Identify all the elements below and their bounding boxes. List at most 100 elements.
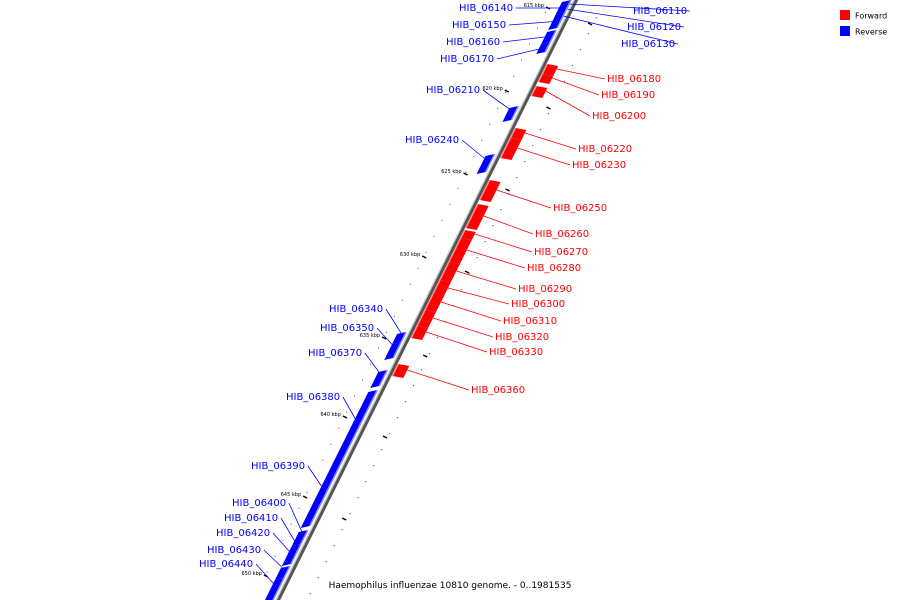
gene-label-hib_06150[interactable]: HIB_06150 [452,20,506,31]
gene-label-hib_06160[interactable]: HIB_06160 [446,37,500,48]
gene-block-hib_06170[interactable] [536,42,551,54]
gene-label-hib_06190[interactable]: HIB_06190 [601,90,655,101]
ruler-dot [381,449,383,451]
gene-block-highlight [340,389,378,463]
gene-label-hib_06420[interactable]: HIB_06420 [216,528,270,539]
gene-block-hib_06400[interactable] [291,530,308,546]
gene-label-hib_06250[interactable]: HIB_06250 [553,203,607,214]
gene-label-hib_06340[interactable]: HIB_06340 [329,304,383,315]
gene-label-hib_06230[interactable]: HIB_06230 [572,160,626,171]
gene-block-hib_06340[interactable] [392,332,407,344]
gene-label-hib_06270[interactable]: HIB_06270 [534,247,588,258]
leader-line [425,331,488,353]
gene-block-hib_06420[interactable] [281,550,298,566]
gene-block-hib_06230[interactable] [500,138,522,160]
gene-label-hib_06290[interactable]: HIB_06290 [518,284,572,295]
gene-label-hib_06390[interactable]: HIB_06390 [251,461,305,472]
gene-block-hib_06160[interactable] [541,30,557,44]
gene-block-hib_06300[interactable] [432,280,451,298]
gene-block-highlight [300,529,309,545]
leader-line [385,308,404,338]
leader-line [440,301,502,322]
gene-block-highlight [448,237,462,263]
ruler-dot [579,49,582,51]
gene-block-highlight [378,369,388,387]
gene-label-hib_06330[interactable]: HIB_06330 [489,347,543,358]
ruler-dot [341,529,343,531]
ruler-dot [524,161,526,163]
gene-block-hib_06270[interactable] [460,230,476,240]
gene-block-hib_06430[interactable] [274,566,290,580]
gene-block-hib_06440[interactable] [264,578,284,600]
gene-label-hib_06440[interactable]: HIB_06440 [199,559,253,570]
leader-line [566,8,684,28]
ruler-dot [298,507,300,509]
gene-block-hib_06150[interactable] [548,14,565,30]
tick-mark [422,354,428,358]
legend-forward-label: Forward [855,12,887,21]
ruler-dot [306,491,308,493]
tick-label: 630 kbp [400,252,420,258]
gene-label-hib_06220[interactable]: HIB_06220 [578,144,632,155]
gene-block-hib_06320[interactable] [417,310,436,328]
ruler-dot [528,43,531,45]
leader-line [517,147,571,166]
tick-label: 640 kbp [321,412,341,418]
gene-block-hib_06260[interactable] [465,204,489,230]
gene-label-hib_06300[interactable]: HIB_06300 [511,299,565,310]
gene-block-hib_06370[interactable] [370,370,388,388]
gene-label-hib_06380[interactable]: HIB_06380 [286,392,340,403]
gene-block-hib_06240[interactable] [476,154,495,174]
tick-label: 645 kbp [281,492,301,498]
legend-reverse-swatch [840,26,850,36]
gene-label-hib_06370[interactable]: HIB_06370 [308,348,362,359]
gene-label-hib_06120[interactable]: HIB_06120 [627,22,681,33]
gene-block-hib_06290[interactable] [439,262,460,282]
gene-blocks [264,0,572,600]
gene-label-hib_06140[interactable]: HIB_06140 [459,3,513,14]
gene-block-hib_06380[interactable] [332,390,378,464]
gene-block-highlight [510,105,520,121]
gene-label-hib_06360[interactable]: HIB_06360 [471,385,525,396]
ruler-dot [540,129,542,131]
gene-label-hib_06410[interactable]: HIB_06410 [224,513,278,524]
leader-line [496,189,552,209]
gene-label-hib_06200[interactable]: HIB_06200 [592,111,646,122]
gene-label-hib_06400[interactable]: HIB_06400 [232,498,286,509]
gene-block-highlight [416,309,426,327]
gene-block-hib_06250[interactable] [479,180,501,202]
ruler-dot [349,513,351,515]
gene-block-hib_06350[interactable] [384,342,402,360]
gene-block-hib_06190[interactable] [538,74,554,84]
ruler-dot [520,59,523,61]
leader-line [563,15,678,45]
gene-label-hib_06210[interactable]: HIB_06210 [426,85,480,96]
gene-block-highlight [391,363,399,377]
gene-label-hib_06280[interactable]: HIB_06280 [527,263,581,274]
gene-label-hib_06260[interactable]: HIB_06260 [535,229,589,240]
gene-label-hib_06130[interactable]: HIB_06130 [621,39,675,50]
gene-block-hib_06210[interactable] [502,106,519,122]
gene-label-hib_06180[interactable]: HIB_06180 [607,74,661,85]
gene-label-hib_06430[interactable]: HIB_06430 [207,545,261,556]
gene-block-highlight [272,577,285,600]
gene-label-hib_06350[interactable]: HIB_06350 [320,323,374,334]
gene-block-highlight [431,279,441,297]
ruler-dot [595,17,597,19]
gene-block-hib_06140[interactable] [556,4,569,14]
legend-reverse-label: Reverse [855,28,887,37]
gene-label-hib_06170[interactable]: HIB_06170 [440,54,494,65]
leader-line [524,132,577,150]
tick-mark [341,517,347,521]
tick-mark [504,89,510,93]
gene-label-hib_06310[interactable]: HIB_06310 [503,316,557,327]
gene-block-hib_06390[interactable] [300,460,343,528]
gene-block-hib_06280[interactable] [448,238,472,264]
gene-leader-lines [255,3,690,590]
ruler-dot [389,433,391,435]
gene-label-hib_06320[interactable]: HIB_06320 [495,332,549,343]
gene-label-hib_06240[interactable]: HIB_06240 [405,135,459,146]
gene-block-hib_06310[interactable] [425,294,444,312]
gene-label-hib_06110[interactable]: HIB_06110 [633,6,687,17]
ruler-dot [481,139,483,141]
